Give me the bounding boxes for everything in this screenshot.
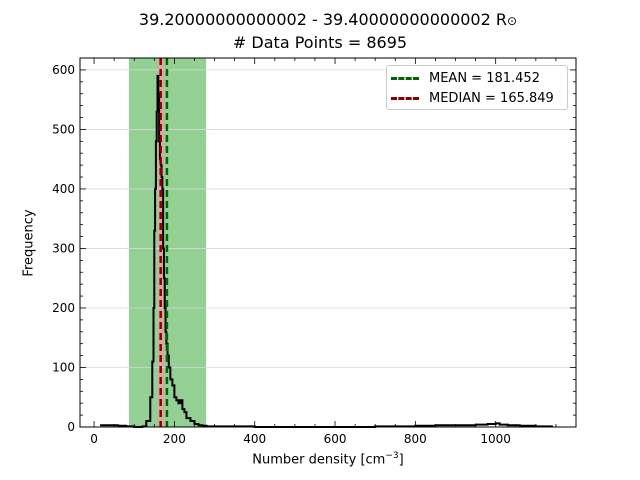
chart-title-range: 39.20000000000002 - 39.40000000000002 R bbox=[138, 10, 507, 29]
legend-item-mean: MEAN = 181.452 bbox=[391, 68, 540, 88]
legend-label-mean: MEAN = 181.452 bbox=[429, 70, 540, 86]
x-tick-label: 200 bbox=[163, 432, 186, 446]
x-axis-label: Number density [cm−3] bbox=[80, 451, 576, 467]
y-axis-label: Frequency bbox=[21, 209, 37, 277]
chart-title-line2: # Data Points = 8695 bbox=[232, 33, 408, 52]
x-axis-label-suffix: ] bbox=[398, 452, 404, 468]
sun-symbol: ⊙ bbox=[507, 14, 518, 28]
x-axis-label-text: Number density [cm bbox=[252, 452, 386, 468]
legend-swatch-mean bbox=[391, 76, 419, 80]
plot-frame bbox=[79, 57, 577, 428]
x-tick-label: 600 bbox=[324, 432, 347, 446]
x-axis-label-exponent: −3 bbox=[385, 451, 399, 461]
chart-title-line1: 39.20000000000002 - 39.40000000000002 R⊙ bbox=[8, 10, 640, 29]
y-tick-label: 200 bbox=[52, 301, 75, 315]
y-tick-label: 300 bbox=[52, 241, 75, 255]
y-tick-label: 600 bbox=[52, 63, 75, 77]
legend-swatch-median bbox=[391, 96, 419, 100]
x-tick-label: 400 bbox=[243, 432, 266, 446]
x-tick-label: 1000 bbox=[480, 432, 511, 446]
legend-item-median: MEDIAN = 165.849 bbox=[391, 88, 554, 108]
chart-legend: MEAN = 181.452 MEDIAN = 165.849 bbox=[386, 65, 568, 110]
range-band-inner bbox=[157, 58, 165, 427]
x-tick-label: 0 bbox=[90, 432, 98, 446]
legend-label-median: MEDIAN = 165.849 bbox=[429, 90, 554, 106]
y-tick-label: 0 bbox=[67, 420, 75, 434]
histogram-line bbox=[100, 74, 553, 428]
y-tick-label: 500 bbox=[52, 122, 75, 136]
x-tick-label: 800 bbox=[404, 432, 427, 446]
y-tick-label: 400 bbox=[52, 182, 75, 196]
y-tick-label: 100 bbox=[52, 360, 75, 374]
